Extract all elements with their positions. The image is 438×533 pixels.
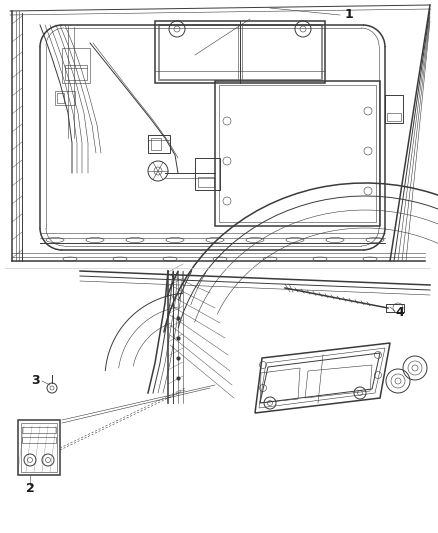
Bar [21, 423, 57, 472]
Bar [65, 65, 87, 80]
Bar [57, 93, 64, 103]
Bar [158, 24, 322, 80]
Bar [18, 420, 60, 475]
Bar [195, 158, 220, 190]
Bar [198, 177, 214, 187]
Bar [151, 138, 161, 150]
Bar [55, 91, 75, 105]
Bar [155, 21, 325, 83]
Text: 2: 2 [26, 481, 34, 495]
Bar [22, 427, 56, 433]
Bar [386, 304, 404, 312]
Bar [22, 437, 56, 443]
Bar [215, 81, 380, 226]
Bar [148, 135, 170, 153]
Bar [385, 95, 403, 123]
Bar [159, 25, 321, 79]
Bar [62, 48, 90, 83]
Bar [219, 85, 376, 222]
Text: 3: 3 [31, 375, 39, 387]
Text: 4: 4 [396, 306, 404, 319]
Bar [387, 113, 401, 121]
Text: 1: 1 [345, 7, 354, 20]
